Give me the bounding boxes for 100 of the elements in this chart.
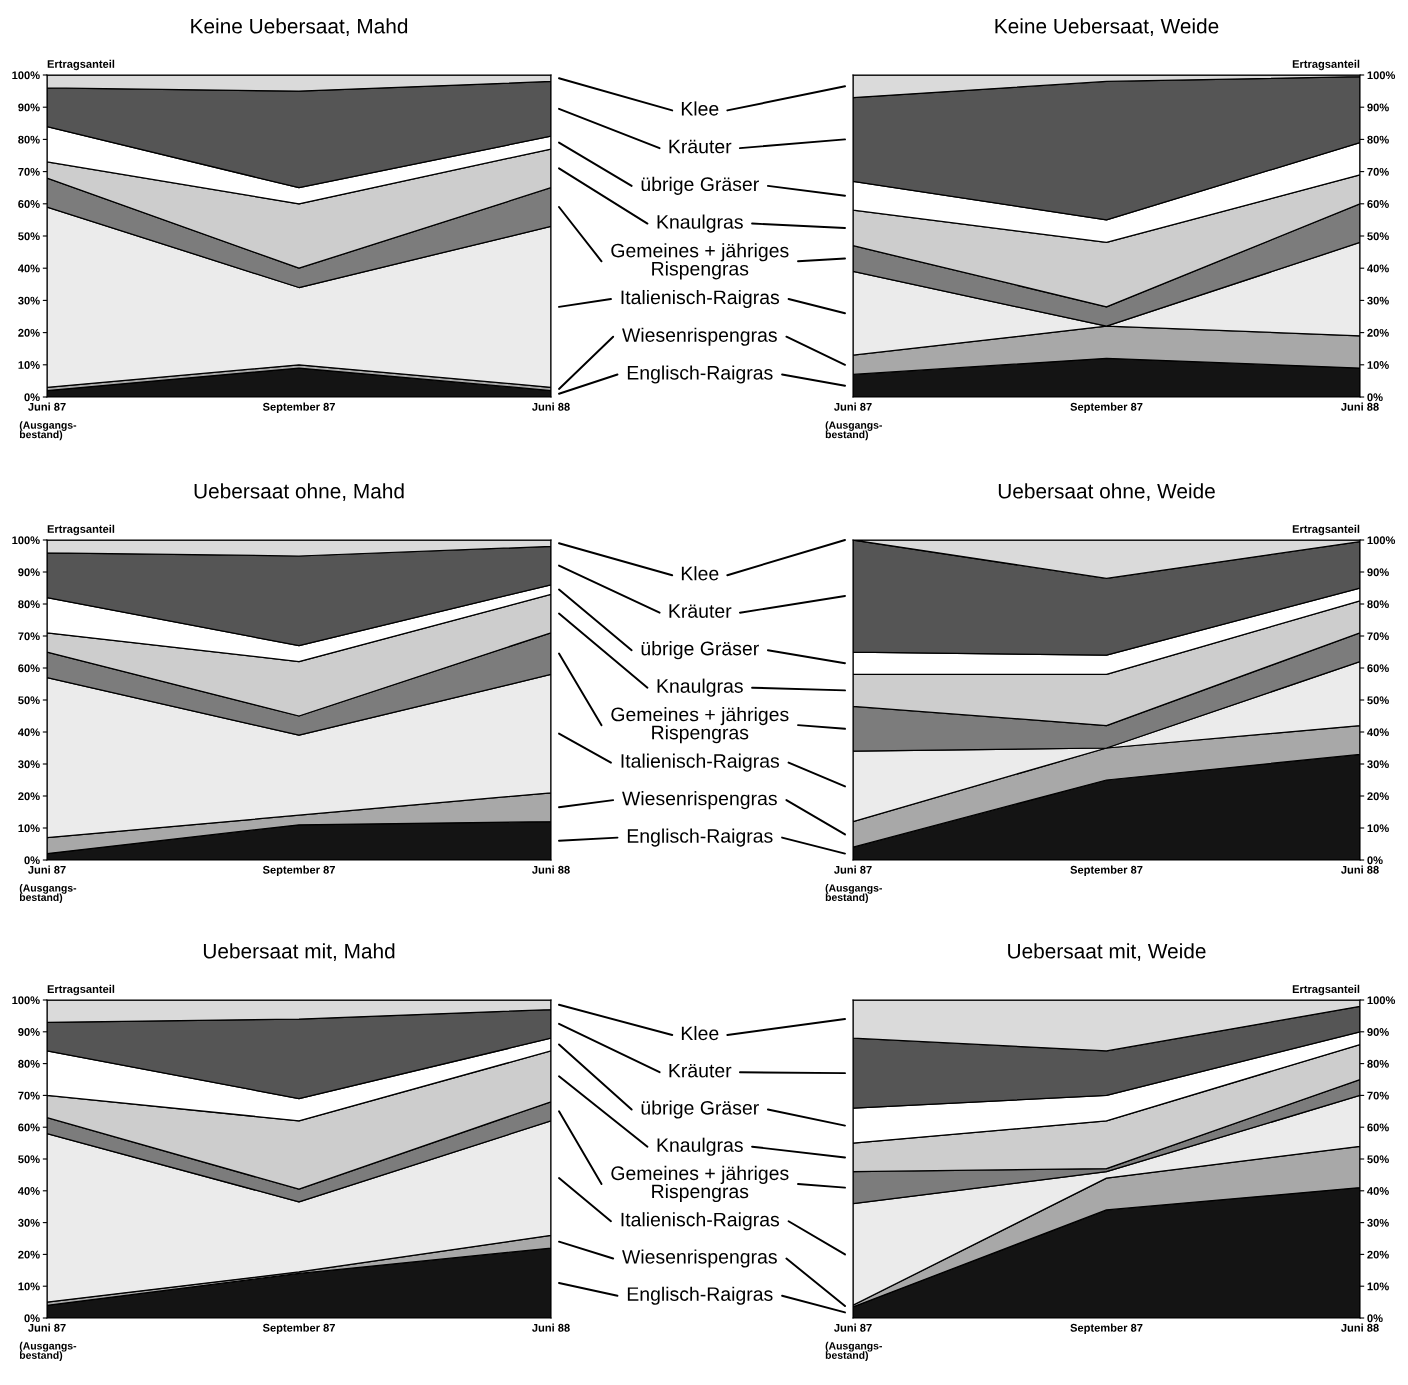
y-tick-label: 60% bbox=[18, 1123, 40, 1132]
y-tick-label: 0% bbox=[24, 1314, 40, 1323]
y2-tick-label: 80% bbox=[1367, 135, 1389, 144]
legend-label: übrige Gräser bbox=[641, 176, 759, 195]
y2-tick-label: 70% bbox=[1367, 1091, 1389, 1100]
y2-tick-label: 70% bbox=[1367, 167, 1389, 176]
x-tick-label: Juni 87 bbox=[28, 865, 66, 874]
y-tick-label: 10% bbox=[18, 824, 40, 833]
text: Italienisch-Raigras bbox=[621, 1212, 780, 1231]
y-tick-label: 40% bbox=[17, 1187, 40, 1195]
y2-tick-label: 30% bbox=[1367, 296, 1389, 305]
y-tick-label: 90% bbox=[18, 1028, 40, 1036]
y2-tick-label: 0% bbox=[1367, 393, 1383, 402]
x-tick-label: September 87 bbox=[1070, 402, 1143, 413]
chart-title: Uebersaat mit, Weide bbox=[1008, 943, 1206, 961]
x-tick-label: Juni 88 bbox=[532, 865, 570, 874]
legend-label: Englisch-Raigras bbox=[627, 828, 773, 847]
chart-title: Uebersaat ohne, Weide bbox=[998, 483, 1215, 501]
x-tick-label: Juni 87 bbox=[834, 402, 872, 411]
text: (Ausgangs- bestand) bbox=[825, 1341, 882, 1361]
y-tick-label: 50% bbox=[18, 232, 40, 241]
y2-axis-title: Ertragsanteil bbox=[1292, 524, 1360, 536]
y-tick-label: 30% bbox=[18, 1218, 40, 1227]
y-tick-label: 20% bbox=[18, 1250, 40, 1259]
chart-title: Uebersaat mit, Mahd bbox=[203, 943, 395, 961]
y-tick-label: 70% bbox=[18, 167, 40, 176]
x-tick-label: September 87 bbox=[262, 1323, 335, 1334]
legend-label: Knaulgras bbox=[657, 1137, 743, 1156]
y-tick-label: 80% bbox=[18, 135, 40, 144]
y2-tick-label: 80% bbox=[1367, 1059, 1389, 1068]
x-tick-label: Juni 88 bbox=[532, 1323, 570, 1332]
y2-tick-label: 100% bbox=[1367, 996, 1396, 1005]
y2-tick-label: 40% bbox=[1367, 1187, 1389, 1195]
y-axis-title: Ertragsanteil bbox=[47, 984, 115, 996]
x-tick-label: September 87 bbox=[262, 865, 335, 876]
y2-tick-label: 20% bbox=[1367, 328, 1389, 337]
y2-tick-label: 50% bbox=[1367, 1155, 1389, 1164]
x-tick-label: Juni 87 bbox=[834, 865, 872, 874]
y2-tick-label: 50% bbox=[1367, 696, 1389, 705]
y2-tick-label: 40% bbox=[1367, 728, 1389, 737]
x-tick-label: Juni 88 bbox=[1341, 865, 1379, 874]
x-tick-label: September 87 bbox=[1070, 1323, 1143, 1334]
y-tick-label: 0% bbox=[24, 393, 40, 402]
text: Wiesenrispengras bbox=[622, 1249, 777, 1268]
y2-axis-title: Ertragsanteil bbox=[1292, 59, 1360, 71]
y2-tick-label: 90% bbox=[1367, 1028, 1389, 1036]
y-tick-label: 40% bbox=[17, 728, 40, 737]
x-tick-label: September 87 bbox=[1070, 865, 1143, 876]
y-tick-label: 10% bbox=[18, 1282, 40, 1291]
text: Klee bbox=[681, 101, 719, 116]
y-axis-title: Ertragsanteil bbox=[47, 59, 115, 71]
y2-tick-label: 90% bbox=[1367, 103, 1389, 112]
legend-label: Gemeines + jähriges Rispengras bbox=[611, 707, 789, 744]
y2-tick-label: 60% bbox=[1367, 664, 1389, 673]
y-tick-label: 80% bbox=[18, 600, 40, 609]
chart-title: Uebersaat ohne, Mahd bbox=[194, 483, 404, 501]
y2-tick-label: 60% bbox=[1367, 200, 1389, 208]
y-tick-label: 80% bbox=[18, 1059, 40, 1068]
text: (Ausgangs- bestand) bbox=[825, 421, 882, 441]
text: (Ausgangs- bestand) bbox=[825, 884, 882, 904]
y2-axis-title: Ertragsanteil bbox=[1292, 984, 1360, 996]
y-tick-label: 60% bbox=[18, 664, 40, 673]
text: Wiesenrispengras bbox=[622, 791, 777, 810]
text: Klee bbox=[681, 566, 719, 581]
x-tick-label: Juni 87 bbox=[834, 1323, 872, 1332]
legend-label: Knaulgras bbox=[657, 678, 743, 697]
legend-label: Gemeines + jähriges Rispengras bbox=[611, 1165, 789, 1203]
legend-label: Knaulgras bbox=[657, 214, 743, 233]
y-tick-label: 70% bbox=[18, 1091, 40, 1100]
y2-tick-label: 0% bbox=[1367, 856, 1383, 865]
y2-tick-label: 50% bbox=[1367, 232, 1389, 241]
x-tick-label: Juni 87 bbox=[28, 402, 66, 411]
chart-title: Keine Uebersaat, Mahd bbox=[191, 18, 408, 36]
y2-tick-label: 30% bbox=[1367, 1218, 1389, 1227]
text: Kräuter bbox=[669, 604, 732, 618]
y-tick-label: 50% bbox=[18, 1155, 40, 1164]
text: (Ausgangs- bestand) bbox=[19, 884, 77, 904]
y2-tick-label: 10% bbox=[1367, 1282, 1389, 1291]
y-tick-label: 90% bbox=[18, 568, 40, 577]
y-tick-label: 20% bbox=[18, 328, 40, 337]
y2-tick-label: 10% bbox=[1367, 361, 1389, 369]
x-tick-label: September 87 bbox=[262, 402, 335, 413]
y-tick-label: 10% bbox=[18, 361, 40, 369]
text: Klee bbox=[681, 1025, 719, 1041]
y2-tick-label: 90% bbox=[1367, 568, 1389, 577]
legend-label: Gemeines + jähriges Rispengras bbox=[611, 243, 789, 280]
y2-tick-label: 60% bbox=[1367, 1123, 1389, 1132]
legend-label: Italienisch-Raigras bbox=[621, 289, 780, 309]
y-tick-label: 30% bbox=[18, 296, 40, 305]
y2-tick-label: 80% bbox=[1367, 600, 1389, 609]
x-tick-label: Juni 88 bbox=[1341, 402, 1379, 411]
text: (Ausgangs- bestand) bbox=[19, 421, 77, 441]
text: Kräuter bbox=[669, 139, 732, 154]
y2-tick-label: 100% bbox=[1367, 536, 1396, 545]
y-tick-label: 100% bbox=[12, 996, 40, 1005]
y-tick-label: 70% bbox=[18, 632, 40, 641]
y2-tick-label: 70% bbox=[1367, 632, 1389, 641]
y2-tick-label: 30% bbox=[1367, 760, 1389, 769]
x-tick-label: Juni 88 bbox=[1341, 1323, 1379, 1332]
legend-label: Englisch-Raigras bbox=[627, 365, 773, 384]
